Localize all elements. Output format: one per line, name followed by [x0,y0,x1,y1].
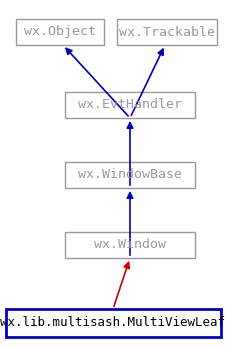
FancyBboxPatch shape [5,309,220,337]
FancyBboxPatch shape [65,232,195,258]
FancyBboxPatch shape [65,162,195,188]
Text: wx.Window: wx.Window [94,238,166,252]
Text: wx.Trackable: wx.Trackable [119,25,215,38]
FancyBboxPatch shape [65,92,195,118]
Text: wx.Object: wx.Object [24,25,96,38]
Text: wx.lib.multisash.MultiViewLeaf: wx.lib.multisash.MultiViewLeaf [0,317,225,329]
Text: wx.EvtHandler: wx.EvtHandler [78,98,182,111]
Text: wx.WindowBase: wx.WindowBase [78,169,182,181]
FancyBboxPatch shape [16,19,104,45]
FancyBboxPatch shape [117,19,217,45]
